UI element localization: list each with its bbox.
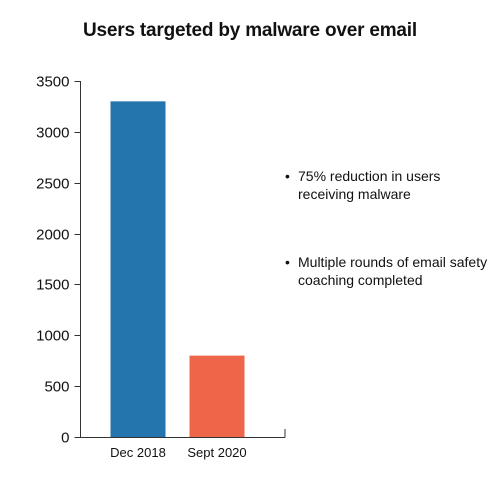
bar [110, 101, 166, 437]
y-tick-label: 1500 [36, 277, 69, 294]
y-tick-label: 0 [61, 430, 69, 447]
note-text: Multiple rounds of email safety coaching… [298, 254, 488, 288]
y-tick-label: 3000 [36, 125, 69, 142]
note-text: 75% reduction in users receiving malware [298, 168, 441, 202]
x-tick-label: Dec 2018 [110, 445, 166, 460]
bar [189, 355, 245, 437]
y-tick-label: 2000 [36, 227, 69, 244]
note-item: • 75% reduction in users receiving malwa… [285, 167, 495, 203]
chart-title: Users targeted by malware over email [83, 20, 417, 41]
bullet-marker: • [285, 168, 290, 184]
bullet-marker: • [285, 254, 290, 270]
y-tick-label: 1000 [36, 328, 69, 345]
annotation-notes: • 75% reduction in users receiving malwa… [285, 167, 495, 339]
note-item: • Multiple rounds of email safety coachi… [285, 253, 495, 289]
y-tick-label: 3500 [36, 74, 69, 91]
y-tick-label: 500 [44, 379, 69, 396]
x-tick-label: Sept 2020 [187, 445, 246, 460]
y-tick-label: 2500 [36, 176, 69, 193]
